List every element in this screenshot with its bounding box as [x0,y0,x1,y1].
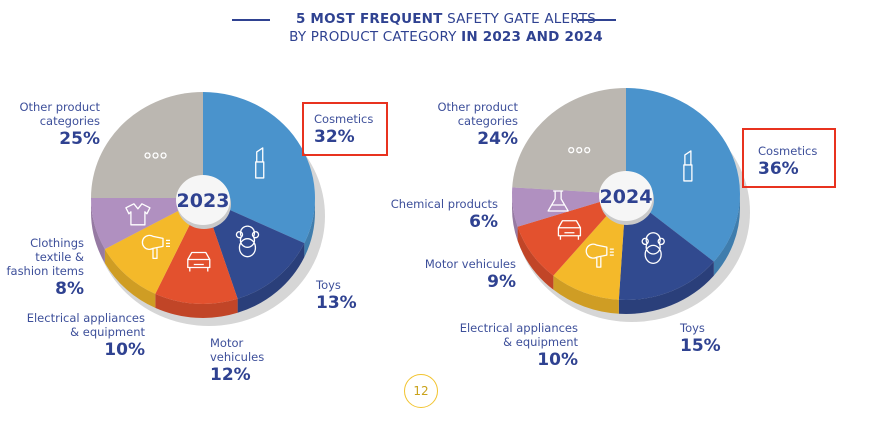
label-2023-other: Other product categories 25% [19,100,100,149]
car-icon [557,220,582,240]
title-rule-right [578,19,616,21]
shirt-icon [125,203,151,226]
label-2024-motor: Motor vehicules 9% [424,257,516,292]
pie-slice-toys [203,198,305,299]
pie-chart-2024: 2024 [512,88,750,322]
pie-slice-other [91,92,203,198]
pie-slice-toys [618,194,714,300]
pie-side-electrical [104,249,156,308]
pie-side-toys [237,243,305,313]
pie-year-label: 2023 [177,190,230,212]
flask-icon [547,190,569,212]
label-2024-toys: Toys 15% [680,321,721,356]
pie-side-toys [618,261,714,314]
lipstick-icon [255,147,265,179]
pie-slice-electrical [553,194,626,300]
highlight-box-2024-cosmetics [742,128,836,188]
teddy-bear-icon [235,225,260,258]
label-2024-other: Other product categories 24% [437,100,518,149]
label-2023-clothing: Clothings textile & fashion items 8% [6,236,84,299]
pie-slice-cosmetics [626,88,740,262]
pie-year-label: 2024 [600,186,653,208]
title-rule-left [232,19,270,21]
hair-dryer-icon [141,234,170,260]
title-line-2: BY PRODUCT CATEGORY IN 2023 AND 2024 [289,29,603,45]
more-dots-icon [568,146,591,154]
pie-side-cosmetics [304,198,315,258]
pie-slice-motor [155,198,238,304]
pie-side-motor [155,293,238,318]
page-number: 12 [404,374,438,408]
pie-side-clothing [91,198,105,264]
lipstick-icon [683,150,693,182]
chart-title: 5 MOST FREQUENT SAFETY GATE ALERTS BY PR… [0,10,892,46]
pie-slice-other [512,88,626,194]
pie-slice-clothing [91,198,203,250]
pie-side-motor [517,226,554,290]
pie-slice-electrical [104,198,203,294]
center-disc [599,171,653,221]
pie-side-cosmetics [713,194,740,276]
center-disc [176,175,230,225]
highlight-box-2023-cosmetics [302,102,388,156]
pie-slice-cosmetics [203,92,316,244]
title-line-1: 5 MOST FREQUENT SAFETY GATE ALERTS [295,11,597,27]
label-2024-electrical: Electrical appliances & equipment 10% [459,321,578,370]
label-2024-chemical: Chemical products 6% [390,197,498,232]
pie-side-electrical [553,275,619,314]
label-2023-motor: Motor vehicules 12% [210,336,265,385]
label-2023-toys: Toys 13% [316,278,357,313]
label-2023-electrical: Electrical appliances & equipment 10% [26,311,145,360]
car-icon [187,251,211,272]
label-2023-cosmetics: Cosmetics 32% [314,112,374,147]
pie-chart-2023: 2023 [91,92,325,326]
hair-dryer-icon [585,243,614,268]
more-dots-icon [144,152,167,159]
pie-slice-chemical [512,187,626,227]
teddy-bear-icon [641,232,665,265]
label-2024-cosmetics: Cosmetics 36% [758,144,818,179]
pie-slice-motor [517,194,626,276]
pie-side-chemical [512,194,518,241]
